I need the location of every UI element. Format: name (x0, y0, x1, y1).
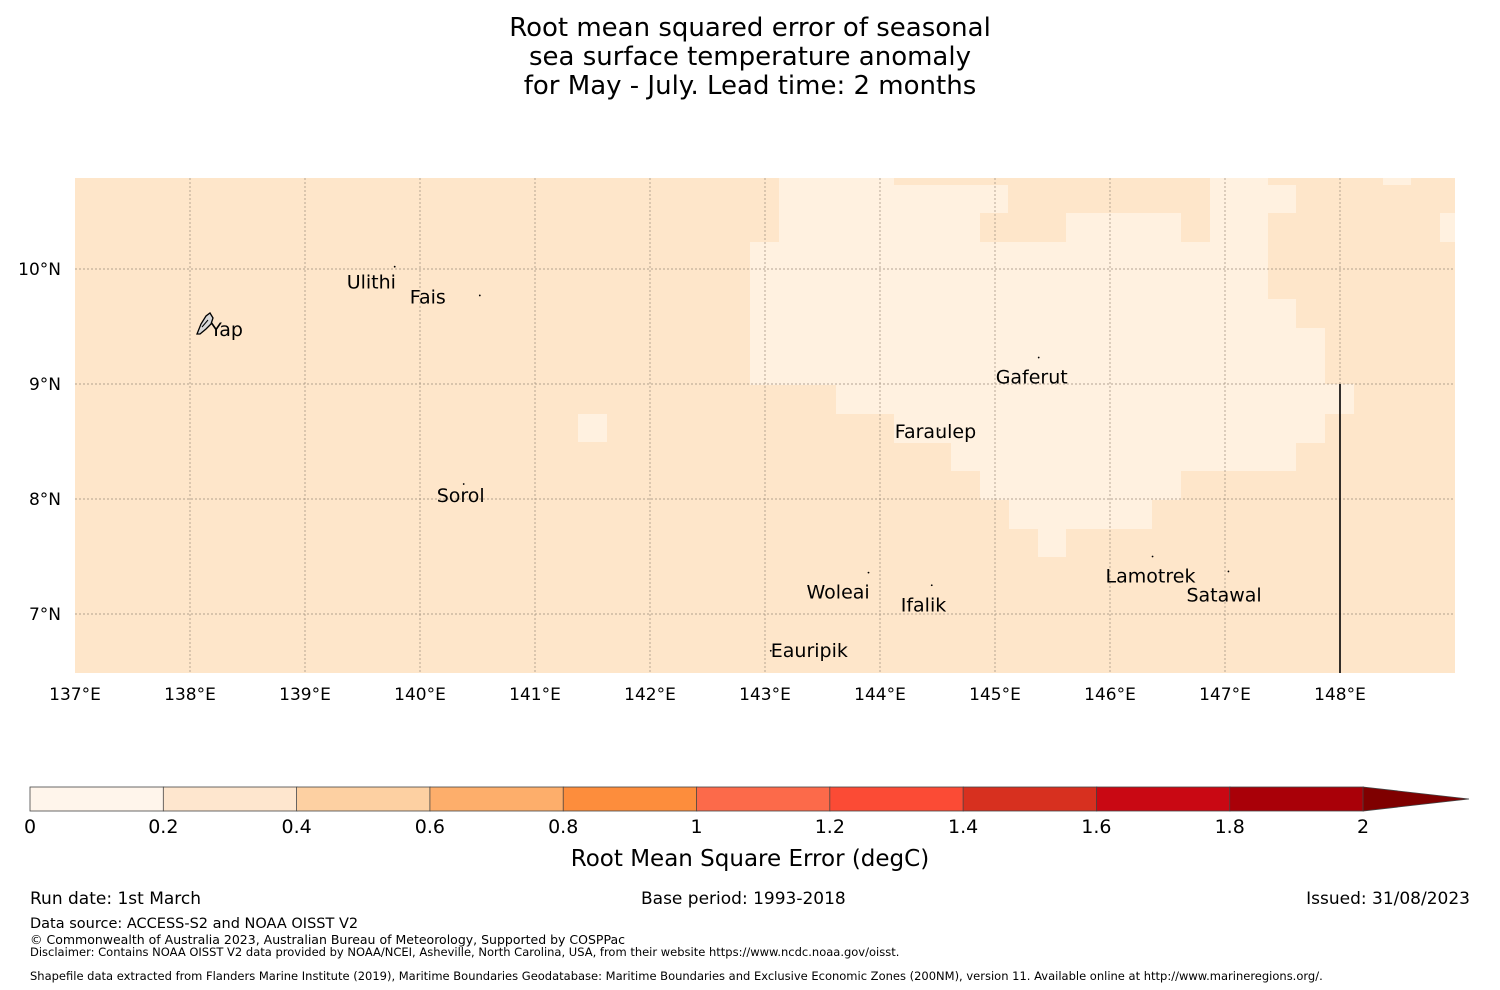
yap-island-shape (196, 312, 214, 335)
title-line-2: sea surface temperature anomaly (529, 42, 971, 72)
island-label: Ifalik (901, 594, 947, 616)
island-marker (393, 265, 396, 268)
copyright: © Commonwealth of Australia 2023, Austra… (30, 932, 625, 947)
latitude-labels: 10°N 9°N 8°N 7°N (18, 260, 61, 625)
title-line-3: for May - July. Lead time: 2 months (523, 71, 977, 101)
longitude-tick-label: 144°E (854, 685, 906, 705)
island-marker (462, 483, 465, 485)
island-marker (769, 649, 772, 652)
low-error-region (578, 178, 1455, 557)
island-label: Gaferut (996, 367, 1068, 389)
colorbar-swatch (29, 786, 165, 812)
latitude-tick-label: 10°N (18, 260, 61, 280)
island-label: Faraulep (895, 421, 976, 443)
longitude-tick-label: 146°E (1084, 685, 1136, 705)
colorbar-swatch (962, 786, 1098, 812)
latitude-tick-label: 9°N (29, 375, 61, 395)
island-label: Eauripik (771, 640, 848, 662)
island-label: Lamotrek (1106, 566, 1196, 588)
longitude-tick-label: 142°E (624, 685, 676, 705)
latitude-tick-label: 7°N (29, 605, 61, 625)
longitude-labels: 137°E 138°E 139°E 140°E 141°E 142°E 143°E 144°E… (49, 685, 1366, 705)
island-label: Ulithi (347, 272, 396, 294)
chart-title: Root mean squared error of seasonal sea … (0, 14, 1500, 101)
longitude-tick-label: 137°E (49, 685, 101, 705)
colorbar-swatch (1229, 786, 1364, 812)
issued-date: Issued: 31/08/2023 (1306, 889, 1470, 909)
colorbar-tick-label: 0.2 (148, 816, 179, 838)
island-marker (938, 429, 941, 431)
island-label: Satawal (1186, 584, 1261, 606)
island-label: Fais (410, 286, 446, 308)
low-error-cell (578, 414, 607, 442)
colorbar-swatch (162, 786, 298, 812)
colorbar-tick-label: 0.8 (548, 816, 579, 838)
longitude-tick-label: 140°E (394, 685, 446, 705)
colorbar-tick-label: 1.8 (1214, 816, 1245, 838)
island-marker (930, 584, 933, 587)
low-error-cells (750, 178, 1354, 557)
low-error-cell (1440, 213, 1455, 242)
title-line-1: Root mean squared error of seasonal (509, 13, 991, 43)
disclaimer: Disclaimer: Contains NOAA OISST V2 data … (30, 945, 900, 959)
island-label: Yap (209, 319, 243, 341)
shapefile-credit: Shapefile data extracted from Flanders M… (30, 969, 1323, 983)
low-error-cell (1383, 178, 1411, 185)
colorbar-swatch (562, 786, 698, 812)
colorbar-tick-label: 0.6 (414, 816, 445, 838)
island-labels: Yap Ulithi Fais Gaferut Faraulep Sorol Woleai I… (206, 265, 1262, 662)
colorbar-swatch (1096, 786, 1231, 812)
island-label: Woleai (807, 582, 870, 604)
longitude-tick-label: 145°E (969, 685, 1021, 705)
data-source: Data source: ACCESS-S2 and NOAA OISST V2 (30, 916, 359, 932)
colorbar-label: Root Mean Square Error (degC) (570, 846, 930, 872)
colorbar-swatch (429, 786, 565, 812)
base-period: Base period: 1993-2018 (641, 889, 846, 909)
island-marker (1037, 356, 1040, 359)
latitude-tick-label: 8°N (29, 490, 61, 510)
colorbar-tick-label: 1.4 (947, 816, 979, 838)
colorbar-swatch (296, 786, 431, 812)
island-marker (1227, 570, 1230, 573)
longitude-tick-label: 139°E (279, 685, 331, 705)
run-date: Run date: 1st March (30, 889, 202, 909)
colorbar-tick-label: 0 (23, 816, 37, 838)
island-marker (867, 571, 870, 574)
island-marker (478, 294, 481, 297)
colorbar-tick-label: 1 (690, 816, 703, 838)
colorbar-tick-label: 1.6 (1081, 816, 1112, 838)
longitude-tick-label: 143°E (739, 685, 791, 705)
colorbar-extend-arrow (1362, 786, 1470, 812)
island-label: Sorol (437, 485, 485, 507)
colorbar-swatch (829, 786, 964, 812)
island-marker (1151, 555, 1154, 558)
colorbar-tick-label: 1.2 (814, 816, 845, 838)
colorbar-tick-label: 2 (1356, 816, 1370, 838)
longitude-tick-label: 148°E (1314, 685, 1366, 705)
longitude-tick-label: 138°E (164, 685, 216, 705)
colorbar-tick-label: 0.4 (281, 816, 312, 838)
longitude-tick-label: 141°E (509, 685, 561, 705)
colorbar-swatch (696, 786, 831, 812)
longitude-tick-label: 147°E (1199, 685, 1251, 705)
